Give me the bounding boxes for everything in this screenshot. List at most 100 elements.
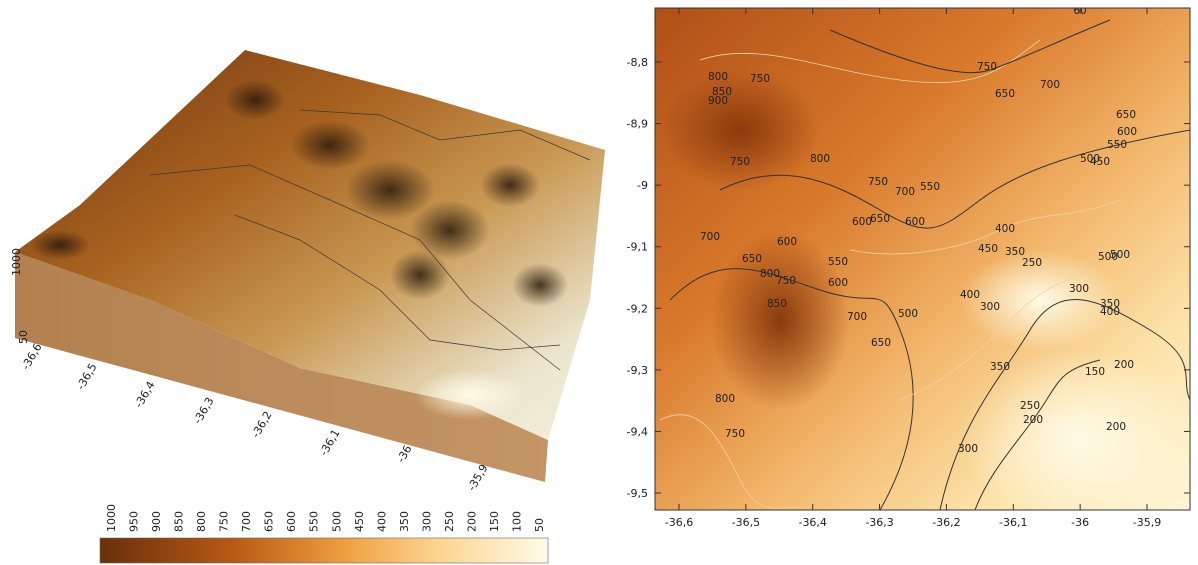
colorbar-label: 650 (263, 511, 276, 532)
x-tick-label: -36,4 (132, 379, 157, 410)
contour-label: 400 (995, 223, 1015, 235)
colorbar-label: 800 (195, 511, 208, 532)
x-tick-label: -36,3 (191, 395, 216, 426)
y-tick-label: -9,5 (627, 487, 648, 500)
x-tick-label: -36 (394, 443, 414, 465)
contour-label: 450 (978, 243, 998, 255)
page: {"terrain_3d": {"x_labels": ["-36,6", "-… (0, 0, 1198, 565)
z-tick-label: 1000 (10, 248, 23, 276)
y-tick-label: -9 (637, 179, 648, 192)
x-tick-label: -35,9 (465, 462, 490, 493)
colorbar-label: 950 (128, 511, 141, 532)
colorbar-label: 400 (375, 511, 388, 532)
contour-label: 200 (1106, 421, 1126, 433)
contour-label: 550 (828, 256, 848, 268)
relief (660, 70, 820, 190)
contour-label: 250 (1020, 400, 1040, 412)
contour-label: 700 (1040, 79, 1060, 91)
contour-label: 650 (871, 337, 891, 349)
contour-label: 800 (810, 153, 830, 165)
colorbar-label: 150 (488, 511, 501, 532)
y-tick-label: -9,4 (627, 425, 648, 438)
y-tick-label: -9,2 (627, 302, 648, 315)
relief (960, 350, 1198, 530)
relief (415, 370, 525, 420)
y-tick-label: -8,9 (627, 118, 648, 131)
y-tick-label: -8,8 (627, 56, 648, 69)
contour-label: 250 (1022, 257, 1042, 269)
contour-label: 600 (777, 236, 797, 248)
colorbar (100, 538, 548, 563)
colorbar-label: 700 (240, 511, 253, 532)
contour-label: 650 (995, 88, 1015, 100)
contour-label: 700 (700, 231, 720, 243)
figure: 8008509007507507006506506005505004508007… (0, 0, 1198, 565)
contour-label: 750 (977, 61, 997, 73)
z-tick-label: 50 (17, 330, 30, 344)
colorbar-label: 300 (420, 511, 433, 532)
colorbar-label: 50 (533, 518, 546, 532)
contour-label: 150 (1085, 366, 1105, 378)
contour-label: 600 (905, 216, 925, 228)
contour-label: 850 (767, 298, 787, 310)
colorbar-label: 750 (218, 511, 231, 532)
contour-label: 300 (1069, 283, 1089, 295)
colorbar-label: 450 (353, 511, 366, 532)
terrain-block (15, 50, 605, 482)
x-tick-label: -36 (1071, 516, 1089, 529)
colorbar-label: 600 (285, 511, 298, 532)
contour-label: 650 (870, 213, 890, 225)
contour-map: 8008509007507507006506506005505004508007… (655, 5, 1198, 530)
contour-label: 600 (1117, 126, 1137, 138)
x-tick-label: -36,1 (317, 427, 342, 458)
relief (225, 80, 285, 120)
colorbar-label: 350 (398, 511, 411, 532)
contour-label: 750 (868, 176, 888, 188)
relief (390, 250, 450, 300)
relief (30, 230, 90, 260)
contour-label: 600 (852, 216, 872, 228)
contour-label: 750 (730, 156, 750, 168)
contour-label: 700 (895, 186, 915, 198)
colorbar-label: 1000 (105, 504, 118, 532)
contour-label: 300 (980, 301, 1000, 313)
contour-label: 450 (1090, 156, 1110, 168)
x-tick-label: -35,9 (1133, 516, 1161, 529)
contour-label: 500 (898, 308, 918, 320)
colorbar-label: 100 (510, 511, 523, 532)
contour-label: 700 (847, 311, 867, 323)
x-tick-label: -36,5 (732, 516, 760, 529)
contour-label: 500 (1110, 249, 1130, 261)
contour-label: 750 (725, 428, 745, 440)
x-tick-label: -36,2 (249, 409, 274, 440)
x-tick-label: -36,1 (999, 516, 1027, 529)
contour-label: 750 (750, 73, 770, 85)
x-tick-label: -36,2 (932, 516, 960, 529)
contour-label: 350 (990, 361, 1010, 373)
contour-label: 300 (958, 443, 978, 455)
contour-label: 800 (708, 71, 728, 83)
contour-label: 200 (1114, 359, 1134, 371)
contour-label: 600 (828, 277, 848, 289)
colorbar-label: 900 (150, 511, 163, 532)
relief (290, 120, 370, 170)
contour-label: 800 (715, 393, 735, 405)
contour-label: 900 (708, 95, 728, 107)
colorbar-label: 550 (308, 511, 321, 532)
contour-label: 400 (960, 289, 980, 301)
colorbar-label: 850 (173, 511, 186, 532)
x-tick-label: -36,6 (665, 516, 693, 529)
y-tick-label: -9,1 (627, 241, 648, 254)
relief (512, 263, 568, 307)
colorbar-label: 200 (465, 511, 478, 532)
x-tick-label: -36,6 (19, 341, 44, 372)
colorbar-label: 500 (330, 511, 343, 532)
contour-label: 550 (920, 181, 940, 193)
contour-label: 400 (1100, 306, 1120, 318)
contour-label: 650 (742, 253, 762, 265)
contour-label: 750 (776, 275, 796, 287)
contour-label: 650 (1116, 109, 1136, 121)
colorbar-label: 250 (443, 511, 456, 532)
contour-label: 550 (1107, 139, 1127, 151)
x-tick-label: -36,4 (798, 516, 826, 529)
